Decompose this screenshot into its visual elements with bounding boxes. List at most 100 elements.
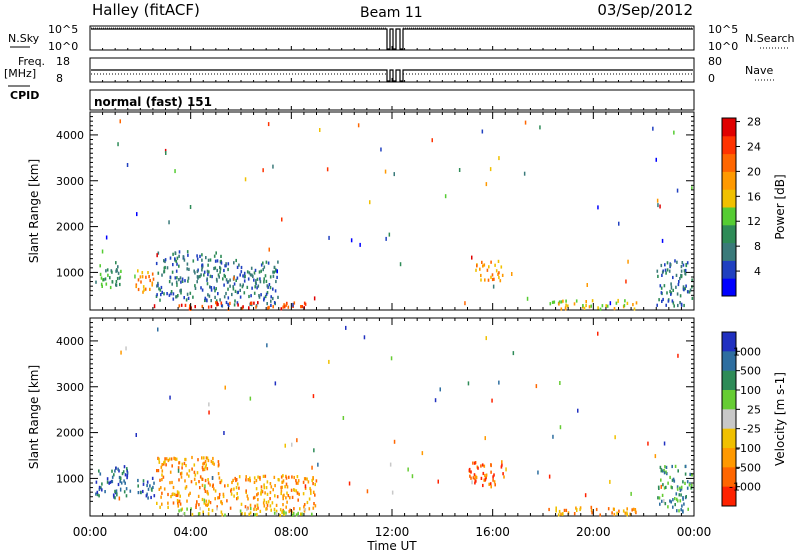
data-cell xyxy=(114,469,116,473)
x-axis-label: Time UT xyxy=(366,539,417,553)
data-cell xyxy=(224,385,226,390)
data-cell xyxy=(137,278,140,282)
data-cell xyxy=(237,290,239,294)
data-cell xyxy=(249,301,252,305)
data-cell xyxy=(201,497,204,502)
data-cell xyxy=(565,508,568,512)
data-cell xyxy=(293,488,296,492)
data-cell xyxy=(664,268,667,272)
data-cell xyxy=(196,257,199,261)
data-cell xyxy=(434,398,437,403)
data-cell xyxy=(303,477,306,481)
data-cell xyxy=(675,273,678,277)
data-cell xyxy=(312,394,315,399)
data-cell xyxy=(671,464,673,469)
data-cell xyxy=(201,456,203,460)
data-cell xyxy=(192,295,194,299)
data-cell xyxy=(217,496,219,500)
data-cell xyxy=(159,298,161,302)
data-cell xyxy=(255,507,258,511)
data-cell xyxy=(226,499,228,503)
data-cell xyxy=(196,280,198,284)
x-tick-label: 00:00 xyxy=(73,525,108,539)
data-cell xyxy=(661,299,663,303)
data-cell xyxy=(142,285,145,289)
data-cell xyxy=(326,167,329,172)
colorbar-tick-label: -25 xyxy=(743,423,761,436)
data-cell xyxy=(297,511,299,515)
data-cell xyxy=(210,305,213,309)
data-cell xyxy=(590,304,592,308)
data-cell xyxy=(113,473,115,477)
colorbar-tick-label: 500 xyxy=(740,365,761,378)
data-cell xyxy=(220,301,223,305)
data-cell xyxy=(682,285,685,289)
data-cell xyxy=(490,260,492,264)
data-cell xyxy=(243,291,246,295)
data-cell xyxy=(120,269,122,273)
data-cell xyxy=(214,295,216,299)
data-cell xyxy=(500,465,503,469)
data-cell xyxy=(194,271,196,275)
data-cell xyxy=(676,485,679,489)
data-cell xyxy=(183,296,185,300)
data-cell xyxy=(124,481,126,485)
data-cell xyxy=(388,232,391,237)
beam-label: Beam 11 xyxy=(360,5,423,21)
data-cell xyxy=(126,163,129,167)
data-cell xyxy=(683,502,685,506)
data-cell xyxy=(136,212,138,217)
data-cell xyxy=(236,301,239,305)
data-cell xyxy=(181,507,183,511)
y-axis-label: Slant Range [km] xyxy=(27,159,41,263)
data-cell xyxy=(232,478,234,482)
data-cell xyxy=(475,479,477,483)
data-cell xyxy=(113,495,115,499)
data-cell xyxy=(306,500,309,505)
data-cell xyxy=(483,464,486,468)
data-cell xyxy=(208,270,210,274)
data-cell xyxy=(126,471,129,475)
data-cell xyxy=(216,507,218,511)
data-cell xyxy=(681,504,683,508)
data-cell xyxy=(115,466,117,470)
data-cell xyxy=(295,481,298,485)
data-cell xyxy=(249,511,252,515)
data-cell xyxy=(246,494,249,498)
data-cell xyxy=(656,269,659,273)
data-cell xyxy=(672,477,675,481)
data-cell xyxy=(680,493,682,497)
data-cell xyxy=(296,491,299,495)
data-cell xyxy=(498,156,500,161)
data-cell xyxy=(298,492,300,496)
data-cell xyxy=(665,470,667,474)
colorbar-tick-label: 16 xyxy=(747,190,761,203)
data-cell xyxy=(217,292,219,296)
data-cell xyxy=(309,486,311,491)
data-cell xyxy=(585,300,587,304)
data-cell xyxy=(311,512,313,516)
data-cell xyxy=(654,454,657,459)
data-cell xyxy=(591,299,594,303)
data-cell xyxy=(238,263,240,267)
data-cell xyxy=(685,284,687,288)
data-cell xyxy=(265,486,268,490)
colorbar-swatch xyxy=(722,189,736,208)
data-cell xyxy=(218,463,220,467)
data-cell xyxy=(679,499,682,503)
data-cell xyxy=(174,169,176,174)
data-cell xyxy=(118,496,121,501)
data-cell xyxy=(126,469,128,473)
data-cell xyxy=(319,128,321,132)
data-cell xyxy=(481,260,483,264)
data-cell xyxy=(249,273,252,277)
data-cell xyxy=(199,486,201,490)
data-cell xyxy=(357,123,360,128)
data-cell xyxy=(664,263,666,267)
data-cell xyxy=(205,499,208,503)
data-cell xyxy=(595,507,598,512)
data-cell xyxy=(264,294,267,299)
y-tick-label: 1000 xyxy=(56,266,84,279)
data-cell xyxy=(662,297,664,302)
data-cell xyxy=(249,396,252,401)
